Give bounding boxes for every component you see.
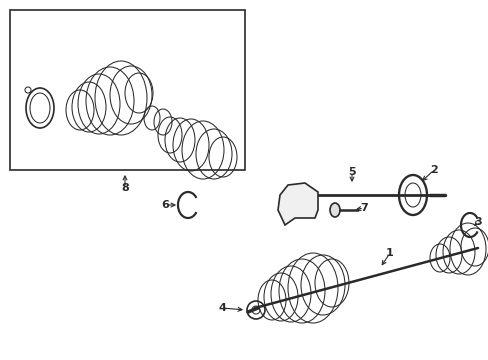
Polygon shape xyxy=(278,183,317,225)
Text: 5: 5 xyxy=(347,167,355,177)
Ellipse shape xyxy=(329,203,339,217)
Text: 4: 4 xyxy=(218,303,225,313)
Text: 8: 8 xyxy=(121,183,129,193)
Text: 6: 6 xyxy=(161,200,168,210)
Text: 7: 7 xyxy=(359,203,367,213)
Bar xyxy=(10,10,244,170)
Text: 2: 2 xyxy=(429,165,437,175)
Text: 3: 3 xyxy=(473,217,481,227)
Text: 1: 1 xyxy=(386,248,393,258)
